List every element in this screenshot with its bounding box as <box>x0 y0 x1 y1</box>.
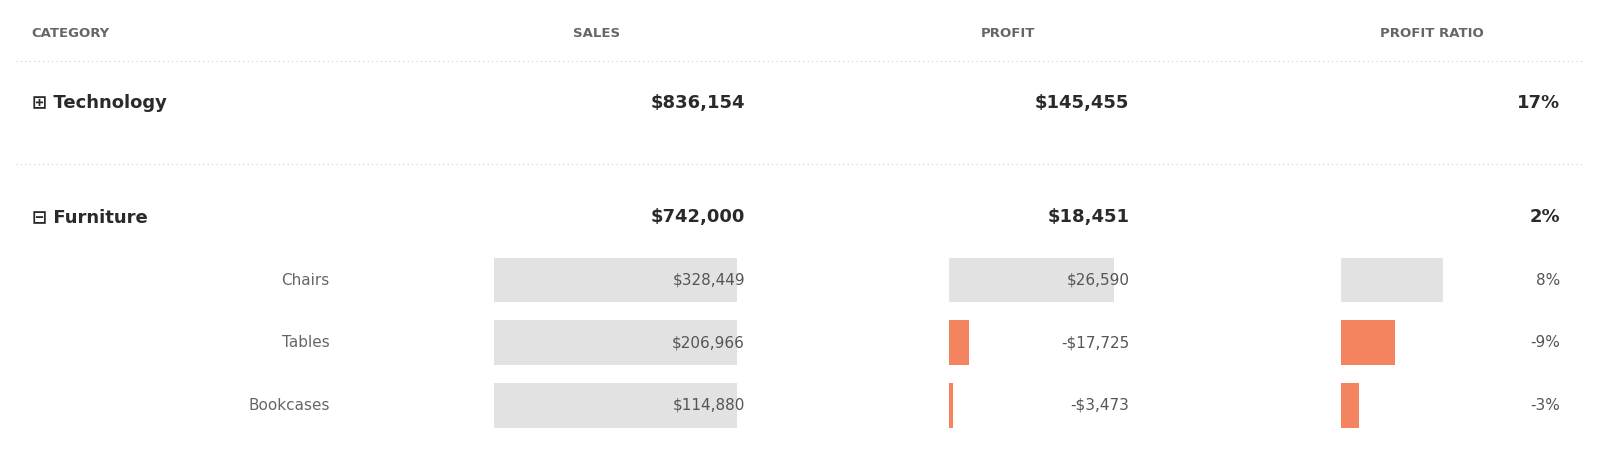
Text: Chairs: Chairs <box>282 272 330 287</box>
FancyBboxPatch shape <box>494 383 738 428</box>
FancyBboxPatch shape <box>1341 383 1358 428</box>
Text: -3%: -3% <box>1531 398 1560 413</box>
Text: 2%: 2% <box>1530 208 1560 226</box>
Text: -$17,725: -$17,725 <box>1061 335 1130 350</box>
Text: $114,880: $114,880 <box>672 398 746 413</box>
FancyBboxPatch shape <box>494 258 738 303</box>
FancyBboxPatch shape <box>949 320 970 365</box>
Text: PROFIT RATIO: PROFIT RATIO <box>1381 27 1483 40</box>
FancyBboxPatch shape <box>1341 320 1395 365</box>
Text: $742,000: $742,000 <box>651 208 746 226</box>
Text: $26,590: $26,590 <box>1066 272 1130 287</box>
FancyBboxPatch shape <box>949 258 1114 303</box>
Text: 17%: 17% <box>1517 94 1560 112</box>
Text: -$3,473: -$3,473 <box>1070 398 1130 413</box>
FancyBboxPatch shape <box>1341 258 1443 303</box>
Text: -9%: -9% <box>1531 335 1560 350</box>
Text: $145,455: $145,455 <box>1035 94 1130 112</box>
Text: Tables: Tables <box>282 335 330 350</box>
Text: $836,154: $836,154 <box>651 94 746 112</box>
Text: SALES: SALES <box>573 27 619 40</box>
Text: ⊞ Technology: ⊞ Technology <box>32 94 166 112</box>
Text: CATEGORY: CATEGORY <box>32 27 110 40</box>
Text: $18,451: $18,451 <box>1048 208 1130 226</box>
Text: 8%: 8% <box>1536 272 1560 287</box>
Text: ⊟ Furniture: ⊟ Furniture <box>32 208 147 226</box>
FancyBboxPatch shape <box>949 383 954 428</box>
FancyBboxPatch shape <box>494 320 738 365</box>
Text: Bookcases: Bookcases <box>248 398 330 413</box>
Text: PROFIT: PROFIT <box>981 27 1035 40</box>
Text: $206,966: $206,966 <box>672 335 746 350</box>
Text: $328,449: $328,449 <box>672 272 746 287</box>
